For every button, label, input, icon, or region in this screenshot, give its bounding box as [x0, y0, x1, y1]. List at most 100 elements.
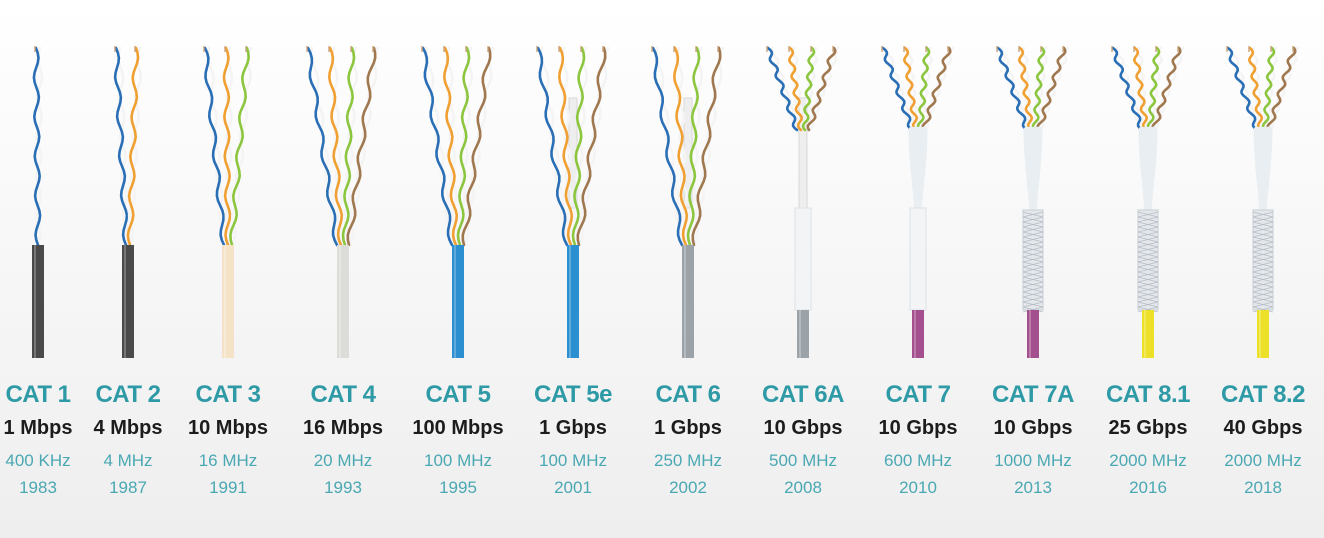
wire-color-cat-6a-0	[766, 46, 799, 132]
cable-name: CAT 8.2	[1220, 381, 1306, 408]
wire-white-cat-6-3	[692, 46, 725, 247]
wire-color-cat-4-2	[341, 46, 356, 247]
braid-shield-cat-8-2	[1252, 209, 1274, 313]
wire-white-cat-8-1-1	[1135, 46, 1150, 132]
wire-white-cat-7a-3	[1037, 46, 1070, 132]
cable-frequency: 600 MHz	[883, 451, 953, 470]
jacket-highlight-cat-8-1	[1144, 310, 1146, 358]
cable-speed: 16 Mbps	[302, 417, 384, 439]
wire-white-cat-8-1-0	[1114, 46, 1145, 132]
wire-white-cat-8-2-2	[1262, 46, 1279, 132]
cable-label-cat-8-1: CAT 8.1 25 Gbps 2000 MHz 2016	[1088, 380, 1208, 501]
wire-white-cat-7-1	[905, 46, 920, 132]
wire-color-cat-5e-0	[536, 46, 569, 247]
cable-speed: 1 Gbps	[539, 417, 607, 439]
wire-color-cat-3-0	[203, 46, 226, 247]
cable-cat-4	[306, 46, 380, 358]
cable-year: 2010	[899, 478, 937, 497]
cable-frequency: 20 MHz	[313, 451, 373, 470]
braid-shield-cat-7a	[1022, 209, 1044, 313]
cable-year: 2013	[1014, 478, 1052, 497]
cable-name: CAT 7A	[992, 381, 1074, 408]
wire-color-cat-6a-2	[801, 46, 816, 132]
wire-white-cat-3-0	[206, 46, 227, 247]
wire-white-cat-7a-2	[1032, 46, 1049, 132]
cable-name: CAT 1	[5, 381, 71, 408]
cable-frequency: 250 MHz	[653, 451, 723, 470]
wire-color-cat-7-0	[881, 46, 914, 132]
jacket-cat-5	[452, 245, 464, 358]
wire-white-cat-5-3	[462, 46, 495, 247]
cable-frequency: 16 MHz	[198, 451, 258, 470]
cable-year: 1991	[209, 478, 247, 497]
cable-label-cat-6: CAT 6 1 Gbps 250 MHz 2002	[628, 380, 748, 501]
wire-white-cat-6a-1	[790, 46, 805, 132]
cable-speed: 25 Gbps	[1108, 417, 1188, 439]
wire-white-cat-8-2-0	[1229, 46, 1260, 132]
cable-cat-8-2	[1226, 46, 1300, 358]
cable-year: 2016	[1129, 478, 1167, 497]
wire-white-cat-8-1-2	[1147, 46, 1164, 132]
wire-white-cat-2-1	[127, 46, 143, 247]
cable-frequency: 2000 MHz	[1224, 451, 1302, 470]
wire-color-cat-8-2-1	[1247, 46, 1264, 132]
wire-color-cat-3-2	[229, 46, 251, 247]
cable-cat-8-1	[1111, 46, 1185, 358]
jacket-highlight-cat-5	[454, 245, 456, 358]
wire-color-cat-5e-1	[557, 46, 574, 247]
cable-name: CAT 5e	[534, 381, 612, 408]
jacket-cat-4	[337, 245, 349, 358]
jacket-cat-6	[682, 245, 694, 358]
cable-cat-5	[421, 46, 495, 358]
wire-white-cat-5-2	[457, 46, 474, 247]
cable-year: 1995	[439, 478, 477, 497]
cable-label-cat-7a: CAT 7A 10 Gbps 1000 MHz 2013	[973, 380, 1093, 501]
wire-color-cat-8-1-3	[1151, 46, 1182, 132]
jacket-cat-5e	[567, 245, 579, 358]
cable-speed: 10 Gbps	[878, 417, 958, 439]
cable-name: CAT 7	[885, 381, 951, 408]
wire-color-cat-8-2-0	[1226, 46, 1259, 132]
cable-frequency: 400 KHz	[5, 451, 71, 470]
cable-label-cat-7: CAT 7 10 Gbps 600 MHz 2010	[858, 380, 978, 501]
jacket-highlight-cat-3	[224, 245, 226, 358]
cable-frequency: 4 MHz	[103, 451, 153, 470]
wire-color-cat-5-3	[461, 46, 492, 247]
cable-year: 1983	[19, 478, 57, 497]
wire-color-cat-5e-2	[571, 46, 586, 247]
foil-shield-cat-7	[909, 207, 927, 311]
wire-white-cat-4-2	[342, 46, 359, 247]
wire-white-cat-1-0	[34, 46, 44, 247]
wire-color-cat-6-2	[686, 46, 701, 247]
wire-white-cat-5-1	[445, 46, 460, 247]
cable-frequency: 1000 MHz	[994, 451, 1072, 470]
wire-white-cat-6-2	[687, 46, 704, 247]
cable-name: CAT 6	[655, 381, 721, 408]
cable-frequency: 2000 MHz	[1109, 451, 1187, 470]
cable-label-cat-4: CAT 4 16 Mbps 20 MHz 1993	[283, 380, 403, 501]
cable-year: 2002	[669, 478, 707, 497]
cable-speed: 4 Mbps	[93, 417, 163, 439]
wire-color-cat-7a-3	[1036, 46, 1067, 132]
cable-year: 2001	[554, 478, 592, 497]
cable-label-cat-5e: CAT 5e 1 Gbps 100 MHz 2001	[513, 380, 633, 501]
wire-color-cat-4-0	[306, 46, 339, 247]
cable-name: CAT 3	[195, 381, 261, 408]
wire-white-cat-5e-0	[539, 46, 570, 247]
wire-color-cat-6a-3	[806, 46, 837, 132]
wire-color-cat-6-1	[672, 46, 689, 247]
braid-shield-cat-8-1	[1137, 209, 1159, 313]
cable-cat-6	[651, 46, 725, 358]
cable-cat-5e	[536, 46, 610, 358]
jacket-cat-8-2	[1257, 310, 1269, 358]
wire-color-cat-5e-3	[576, 46, 607, 247]
wire-white-cat-7a-1	[1020, 46, 1035, 132]
cable-label-cat-8-2: CAT 8.2 40 Gbps 2000 MHz 2018	[1203, 380, 1323, 501]
cable-year: 1987	[109, 478, 147, 497]
jacket-highlight-cat-6	[684, 245, 686, 358]
cable-year: 1993	[324, 478, 362, 497]
wire-color-cat-7-1	[902, 46, 919, 132]
jacket-cat-8-1	[1142, 310, 1154, 358]
wire-white-cat-4-1	[330, 46, 345, 247]
